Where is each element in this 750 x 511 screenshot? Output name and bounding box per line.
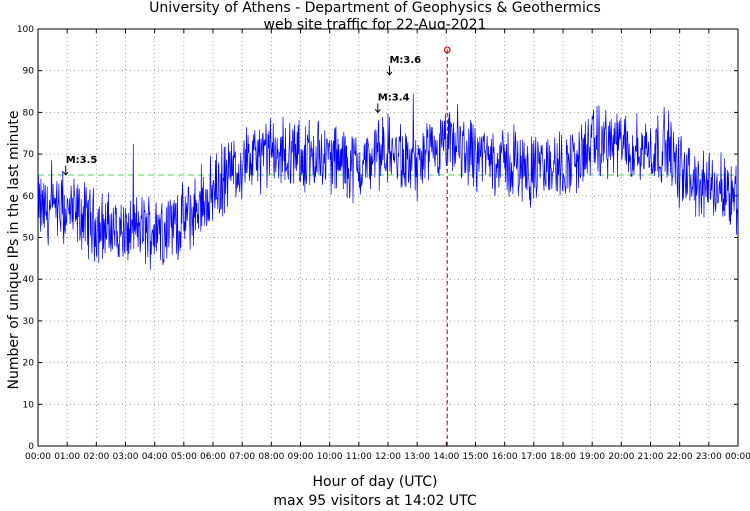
x-axis-label: Hour of day (UTC) — [312, 474, 438, 490]
x-tick-label: 05:00 — [171, 452, 197, 462]
x-tick-label: 06:00 — [200, 452, 226, 462]
chart-title: University of Athens - Department of Geo… — [149, 0, 601, 16]
y-tick-label: 30 — [23, 317, 35, 327]
annotation-arrow-head — [386, 71, 393, 76]
x-tick-label: 20:00 — [608, 452, 634, 462]
x-tick-label: 14:00 — [433, 452, 459, 462]
x-tick-label: 15:00 — [463, 452, 489, 462]
y-tick-label: 60 — [23, 192, 35, 202]
chart-footer: max 95 visitors at 14:02 UTC — [273, 493, 477, 509]
x-tick-label: 09:00 — [288, 452, 314, 462]
x-tick-label: 13:00 — [404, 452, 430, 462]
y-tick-label: 100 — [17, 25, 34, 35]
y-tick-label: 90 — [23, 67, 35, 77]
max-marker-point — [443, 46, 451, 54]
x-tick-label: 10:00 — [317, 452, 343, 462]
x-tick-label: 22:00 — [667, 452, 693, 462]
annotation-label: M:3.6 — [389, 55, 421, 66]
x-tick-label: 00:00 — [725, 452, 750, 462]
x-tick-label: 08:00 — [258, 452, 284, 462]
x-tick-label: 19:00 — [579, 452, 605, 462]
x-tick-label: 18:00 — [550, 452, 576, 462]
x-tick-label: 07:00 — [229, 452, 255, 462]
annotation-label: M:3.5 — [66, 155, 98, 166]
y-tick-label: 40 — [23, 275, 35, 285]
x-tick-label: 04:00 — [142, 452, 168, 462]
x-tick-label: 11:00 — [346, 452, 372, 462]
annotation-label: M:3.4 — [378, 92, 410, 103]
x-tick-label: 00:00 — [25, 452, 51, 462]
y-tick-label: 70 — [23, 150, 35, 160]
x-tick-label: 03:00 — [113, 452, 139, 462]
x-tick-label: 17:00 — [521, 452, 547, 462]
annotation-arrow-head — [374, 109, 381, 114]
x-tick-label: 16:00 — [492, 452, 518, 462]
y-tick-label: 10 — [23, 400, 35, 410]
x-tick-label: 23:00 — [696, 452, 722, 462]
y-tick-label: 20 — [23, 359, 35, 369]
annotation-arrow-head — [62, 171, 69, 176]
x-tick-label: 12:00 — [375, 452, 401, 462]
x-tick-label: 21:00 — [638, 452, 664, 462]
y-tick-label: 50 — [23, 234, 35, 244]
y-tick-label: 80 — [23, 108, 35, 118]
y-tick-label: 0 — [28, 442, 34, 452]
x-tick-label: 01:00 — [54, 452, 80, 462]
x-tick-label: 02:00 — [83, 452, 109, 462]
traffic-series-line — [37, 93, 739, 271]
